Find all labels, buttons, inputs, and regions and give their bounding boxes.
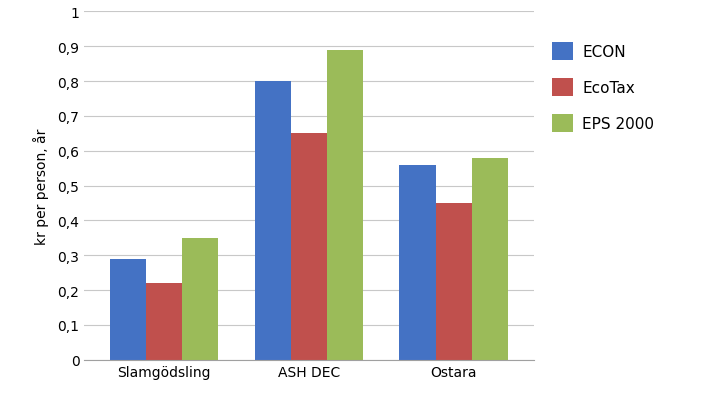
Bar bbox=[436, 203, 472, 360]
Bar bbox=[146, 283, 182, 360]
Bar bbox=[399, 165, 436, 360]
Bar bbox=[255, 82, 291, 360]
Legend: ECON, EcoTax, EPS 2000: ECON, EcoTax, EPS 2000 bbox=[545, 37, 661, 139]
Bar bbox=[472, 158, 508, 360]
Bar bbox=[182, 238, 218, 360]
Bar bbox=[291, 134, 327, 360]
Y-axis label: kr per person, år: kr per person, år bbox=[33, 128, 49, 244]
Bar bbox=[327, 50, 363, 360]
Bar bbox=[110, 259, 146, 360]
